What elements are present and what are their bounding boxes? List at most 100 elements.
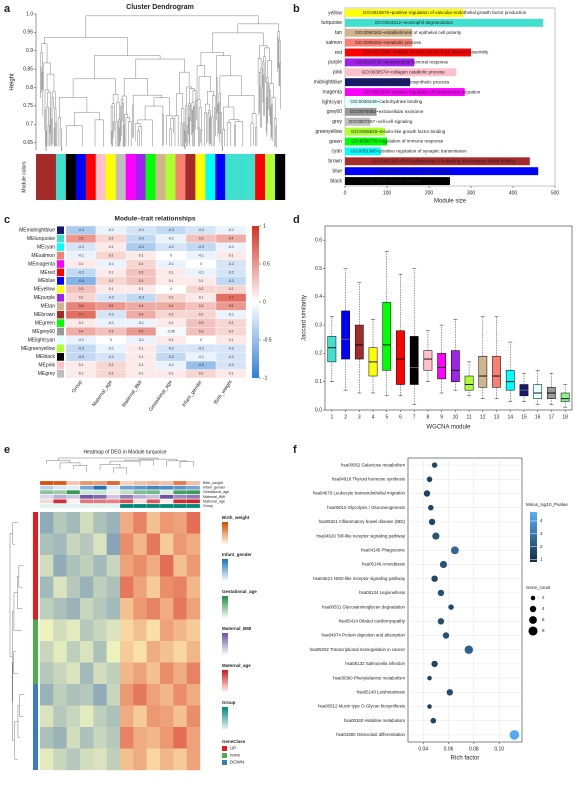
cell-value-label: -0.3 [198,245,204,249]
y-tick-label: tan [335,30,342,36]
cell-value-label: -0.1 [108,262,114,266]
heatmap-cell [133,684,147,706]
row-label: MElightcyan [28,337,55,343]
row-label: MEmagenta [28,261,55,267]
annotation-cell [106,490,121,495]
heatmap-cell [133,619,147,642]
annotation-cell [119,480,134,486]
row-class-strip [33,727,38,749]
bar [345,167,539,176]
x-axis-label: WGCNA module [426,425,471,431]
module-color-strip [95,154,106,200]
annotation-cell [173,490,187,495]
cell-value-label: 0.5 [109,304,114,308]
cell-value-label: 0.2 [169,313,174,317]
cell-value-label: 0.5 [139,329,144,333]
cell-value-label: 0.2 [109,253,114,257]
annotation-cell [173,494,187,499]
y-tick-label: 0.65 [23,140,33,146]
module-color-strip [105,154,116,200]
x-tick-label: 16 [535,414,541,420]
heatmap-cell [173,555,187,577]
cell-value-label: 0.1 [229,253,234,257]
cell-value-label: 0.4 [169,304,174,308]
bar [345,177,450,186]
annotation-label: Birth_weight [203,481,223,485]
bar [345,97,381,106]
heatmap-cell [120,705,134,728]
dendrogram [40,15,281,151]
legend-title: Gestational_age [222,589,257,594]
heatmap-cell [53,748,67,771]
box [396,330,405,385]
annotation-cell [53,499,67,504]
cell-value-label: 0.1 [139,287,144,291]
colorbar-tick-label: -1 [263,375,268,381]
annotation-cell [93,499,107,504]
y-tick-label: turquoise [321,20,342,26]
heatmap-cell [93,705,107,728]
dot [437,589,445,597]
colorbar-tick-label: 1 [263,223,266,229]
heatmap-cell [133,512,147,534]
cell-value-label: -0.1 [108,321,114,325]
box [354,324,364,360]
dot [423,490,431,497]
annotation-cell [119,494,134,499]
cell-value-label: 0.1 [199,279,204,283]
size-legend-dot [529,616,537,624]
row-color-swatch [57,369,64,378]
legend-label: DOWN [230,760,244,765]
annotation-cell [79,494,94,499]
y-tick-label: 0.75 [23,103,33,109]
cell-value-label: -0.1 [198,355,204,359]
annotation-label: Group [203,504,213,508]
annotation-cell [106,499,121,504]
module-color-strip [225,154,236,200]
x-axis-label: Module size [434,199,467,205]
heatmap-cell [146,748,161,771]
go-term-label: GO:0008152~metabolic process [355,40,422,45]
y-tick-label: lightcyan [322,99,342,105]
cell-value-label: -0.2 [108,313,114,317]
annotation-cell [173,480,187,486]
size-legend-dot [530,595,536,601]
heatmap-cell [160,576,174,599]
cell-value-label: 0.1 [109,287,114,291]
cell-value-label: -0.3 [78,346,84,350]
heatmap-cell [120,641,134,663]
cell-value-label: 0.2 [109,363,114,367]
cell-value-label: 0.1 [139,346,144,350]
row-color-swatch [57,319,64,327]
heatmap-cell [173,684,187,706]
heatmap-cell [173,512,187,534]
cell-value-label: 0.2 [229,287,234,291]
annotation-cell [39,480,54,486]
cell-value-label: 0.5 [229,304,234,308]
box [327,336,337,363]
legend-title: Minus_log10_Pvalue [526,502,568,507]
cell-value-label: 0.1 [79,321,84,325]
x-tick-label: 0.06 [444,746,454,752]
y-tick-label: hsa05146 Amoebiasis [362,562,406,567]
row-label: MEblue [38,278,55,284]
heatmap-cell [66,727,81,749]
heatmap-cell [93,512,107,534]
legend-swatch [222,746,227,751]
go-term-label: GO:0090162~establishment of epithelial c… [355,30,462,35]
heatmap-cell [66,576,81,599]
panel-label: c [4,214,10,226]
y-tick-label: hsa04620 Toll-like receptor signaling pa… [316,533,405,538]
cell-value-label: -0.3 [78,270,84,274]
y-tick-label: hsa00360 Phenylalanine metabolism [333,675,405,680]
heatmap-cell [160,727,174,749]
heatmap-cell [146,555,161,577]
row-class-strip [33,512,38,534]
annotation-cell [159,499,174,504]
annotation-cell [66,485,81,490]
cell-value-label: -0.1 [168,262,174,266]
y-tick-label: hsa00010 Glycolysis / Gluconeogenesis [327,505,406,510]
row-dendrogram [9,522,25,760]
annotation-cell [133,494,147,499]
cell-value-label: 0.1 [139,253,144,257]
